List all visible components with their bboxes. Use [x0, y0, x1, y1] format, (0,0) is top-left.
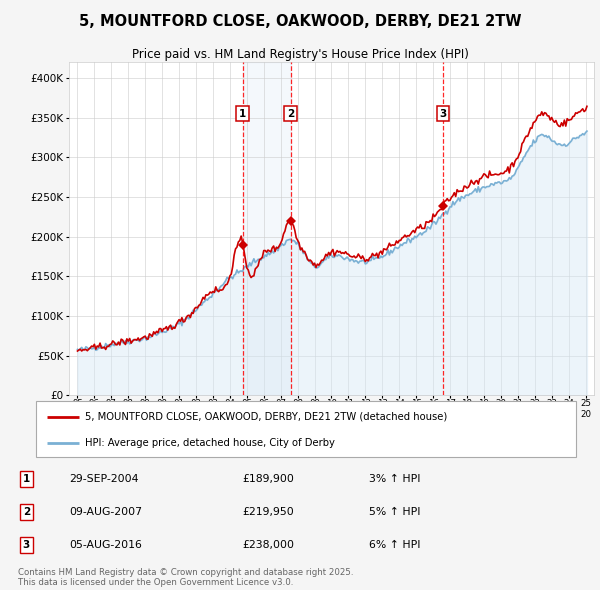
- Text: 29-SEP-2004: 29-SEP-2004: [70, 474, 139, 484]
- Text: 1: 1: [23, 474, 30, 484]
- Text: 2: 2: [287, 109, 294, 119]
- Text: 2: 2: [23, 507, 30, 517]
- FancyBboxPatch shape: [36, 401, 576, 457]
- Text: 09-AUG-2007: 09-AUG-2007: [70, 507, 143, 517]
- Bar: [242, 62, 290, 395]
- Text: £189,900: £189,900: [242, 474, 294, 484]
- Text: 05-AUG-2016: 05-AUG-2016: [70, 540, 142, 550]
- Text: 1: 1: [239, 109, 246, 119]
- Text: 5, MOUNTFORD CLOSE, OAKWOOD, DERBY, DE21 2TW (detached house): 5, MOUNTFORD CLOSE, OAKWOOD, DERBY, DE21…: [85, 412, 447, 422]
- Text: £219,950: £219,950: [242, 507, 294, 517]
- Text: 3: 3: [23, 540, 30, 550]
- Text: 6% ↑ HPI: 6% ↑ HPI: [369, 540, 421, 550]
- Text: £238,000: £238,000: [242, 540, 295, 550]
- Text: Price paid vs. HM Land Registry's House Price Index (HPI): Price paid vs. HM Land Registry's House …: [131, 48, 469, 61]
- Text: 3: 3: [439, 109, 446, 119]
- Text: HPI: Average price, detached house, City of Derby: HPI: Average price, detached house, City…: [85, 438, 334, 448]
- Text: 5, MOUNTFORD CLOSE, OAKWOOD, DERBY, DE21 2TW: 5, MOUNTFORD CLOSE, OAKWOOD, DERBY, DE21…: [79, 14, 521, 29]
- Text: Contains HM Land Registry data © Crown copyright and database right 2025.
This d: Contains HM Land Registry data © Crown c…: [18, 568, 353, 587]
- Text: 5% ↑ HPI: 5% ↑ HPI: [369, 507, 421, 517]
- Text: 3% ↑ HPI: 3% ↑ HPI: [369, 474, 421, 484]
